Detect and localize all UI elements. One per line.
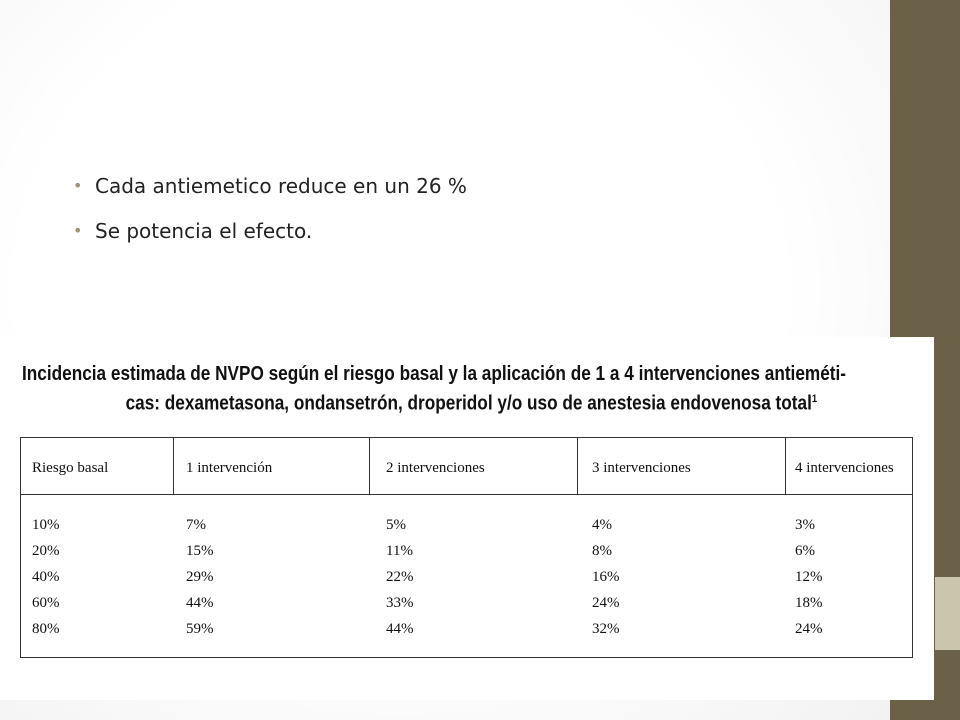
table-figure: Incidencia estimada de NVPO según el rie… bbox=[0, 337, 934, 700]
table-cell: 80% bbox=[32, 621, 60, 637]
column-2-intervenciones: 5% 11% 22% 33% 44% bbox=[386, 512, 414, 642]
bullet-dot-icon: • bbox=[73, 221, 83, 240]
table-cell: 32% bbox=[592, 621, 620, 637]
header-4-intervenciones: 4 intervenciones bbox=[795, 460, 894, 476]
bullet-item: • Se potencia el efecto. bbox=[70, 217, 467, 245]
table-cell: 20% bbox=[32, 543, 60, 559]
column-divider bbox=[173, 438, 174, 495]
table-cell: 33% bbox=[386, 595, 414, 611]
table-cell: 11% bbox=[386, 543, 413, 559]
bullet-list: • Cada antiemetico reduce en un 26 % • S… bbox=[70, 172, 467, 262]
table-cell: 16% bbox=[592, 569, 620, 585]
table-cell: 15% bbox=[186, 543, 214, 559]
table-cell: 12% bbox=[795, 569, 823, 585]
table-cell: 7% bbox=[186, 517, 206, 533]
header-2-intervenciones: 2 intervenciones bbox=[386, 460, 485, 476]
header-divider bbox=[21, 494, 912, 495]
table-cell: 10% bbox=[32, 517, 60, 533]
table-cell: 40% bbox=[32, 569, 60, 585]
bullet-dot-icon: • bbox=[73, 176, 83, 195]
column-3-intervenciones: 4% 8% 16% 24% 32% bbox=[592, 512, 620, 642]
figure-title: Incidencia estimada de NVPO según el rie… bbox=[22, 362, 921, 417]
figure-title-line2-text: cas: dexametasona, ondansetrón, droperid… bbox=[125, 392, 812, 415]
table-cell: 29% bbox=[186, 569, 214, 585]
column-divider bbox=[785, 438, 786, 495]
column-divider bbox=[369, 438, 370, 495]
side-accent-block bbox=[935, 577, 960, 650]
bullet-text: Se potencia el efecto. bbox=[95, 219, 313, 243]
incidence-table: Riesgo basal 1 intervención 2 intervenci… bbox=[20, 437, 913, 658]
figure-title-line2: cas: dexametasona, ondansetrón, droperid… bbox=[22, 387, 921, 417]
table-cell: 3% bbox=[795, 517, 815, 533]
table-cell: 24% bbox=[592, 595, 620, 611]
column-divider bbox=[577, 438, 578, 495]
table-cell: 18% bbox=[795, 595, 823, 611]
table-cell: 4% bbox=[592, 517, 612, 533]
column-1-intervencion: 7% 15% 29% 44% 59% bbox=[186, 512, 214, 642]
table-cell: 22% bbox=[386, 569, 414, 585]
header-3-intervenciones: 3 intervenciones bbox=[592, 460, 691, 476]
table-cell: 44% bbox=[186, 595, 214, 611]
table-cell: 24% bbox=[795, 621, 823, 637]
table-cell: 6% bbox=[795, 543, 815, 559]
table-cell: 60% bbox=[32, 595, 60, 611]
table-cell: 44% bbox=[386, 621, 414, 637]
header-riesgo-basal: Riesgo basal bbox=[32, 460, 109, 476]
header-1-intervencion: 1 intervención bbox=[186, 460, 273, 476]
figure-title-line1: Incidencia estimada de NVPO según el rie… bbox=[22, 363, 847, 385]
bullet-text: Cada antiemetico reduce en un 26 % bbox=[95, 174, 467, 198]
column-4-intervenciones: 3% 6% 12% 18% 24% bbox=[795, 512, 823, 642]
bullet-item: • Cada antiemetico reduce en un 26 % bbox=[70, 172, 467, 200]
column-riesgo-basal: 10% 20% 40% 60% 80% bbox=[32, 512, 60, 642]
figure-title-footnote: 1 bbox=[811, 393, 818, 405]
table-cell: 5% bbox=[386, 517, 406, 533]
table-cell: 59% bbox=[186, 621, 214, 637]
table-cell: 8% bbox=[592, 543, 612, 559]
